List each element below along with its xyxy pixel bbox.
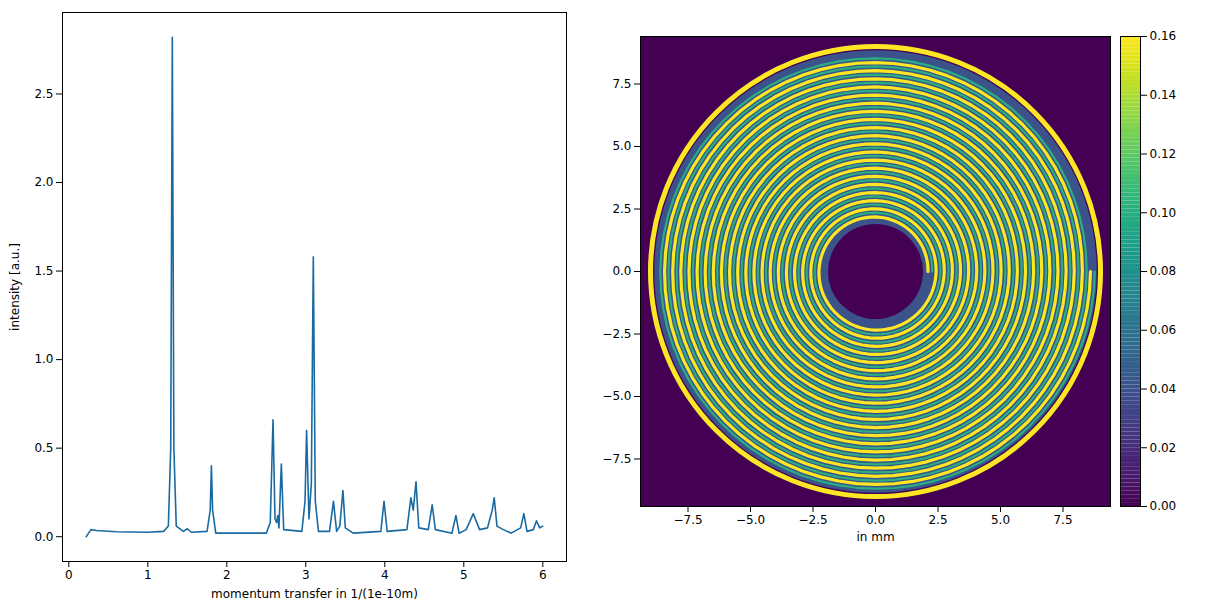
svg-text:2: 2 (223, 568, 231, 582)
svg-text:3: 3 (302, 568, 310, 582)
svg-text:0.02: 0.02 (1150, 441, 1177, 455)
svg-text:7.5: 7.5 (1053, 513, 1072, 527)
svg-text:0.10: 0.10 (1150, 206, 1177, 220)
svg-text:0.08: 0.08 (1150, 264, 1177, 278)
svg-text:in mm: in mm (856, 530, 894, 544)
svg-text:−7.5: −7.5 (673, 513, 702, 527)
svg-text:−7.5: −7.5 (602, 452, 631, 466)
svg-text:1.0: 1.0 (34, 352, 53, 366)
svg-text:0.14: 0.14 (1150, 88, 1177, 102)
svg-text:6: 6 (539, 568, 547, 582)
svg-text:1: 1 (144, 568, 152, 582)
svg-text:2.5: 2.5 (612, 202, 631, 216)
svg-text:5: 5 (460, 568, 468, 582)
svg-text:momentum transfer in 1/(1e-10m: momentum transfer in 1/(1e-10m) (211, 587, 418, 601)
svg-text:5.0: 5.0 (612, 139, 631, 153)
svg-text:4: 4 (381, 568, 389, 582)
svg-text:−2.5: −2.5 (798, 513, 827, 527)
svg-text:−5.0: −5.0 (602, 389, 631, 403)
svg-text:2.5: 2.5 (34, 87, 53, 101)
svg-text:0: 0 (65, 568, 73, 582)
svg-text:7.5: 7.5 (612, 77, 631, 91)
svg-text:0.04: 0.04 (1150, 382, 1177, 396)
svg-text:5.0: 5.0 (991, 513, 1010, 527)
svg-text:2.5: 2.5 (928, 513, 947, 527)
svg-text:−2.5: −2.5 (602, 327, 631, 341)
svg-text:1.5: 1.5 (34, 264, 53, 278)
svg-text:0.00: 0.00 (1150, 499, 1177, 513)
svg-text:0.0: 0.0 (866, 513, 885, 527)
svg-text:intensity [a.u.]: intensity [a.u.] (8, 243, 22, 331)
svg-text:0.06: 0.06 (1150, 323, 1177, 337)
svg-text:0.0: 0.0 (34, 530, 53, 544)
svg-text:0.16: 0.16 (1150, 29, 1177, 43)
svg-text:2.0: 2.0 (34, 175, 53, 189)
svg-text:0.12: 0.12 (1150, 147, 1177, 161)
svg-text:0.5: 0.5 (34, 441, 53, 455)
svg-text:−5.0: −5.0 (736, 513, 765, 527)
svg-text:0.0: 0.0 (612, 264, 631, 278)
